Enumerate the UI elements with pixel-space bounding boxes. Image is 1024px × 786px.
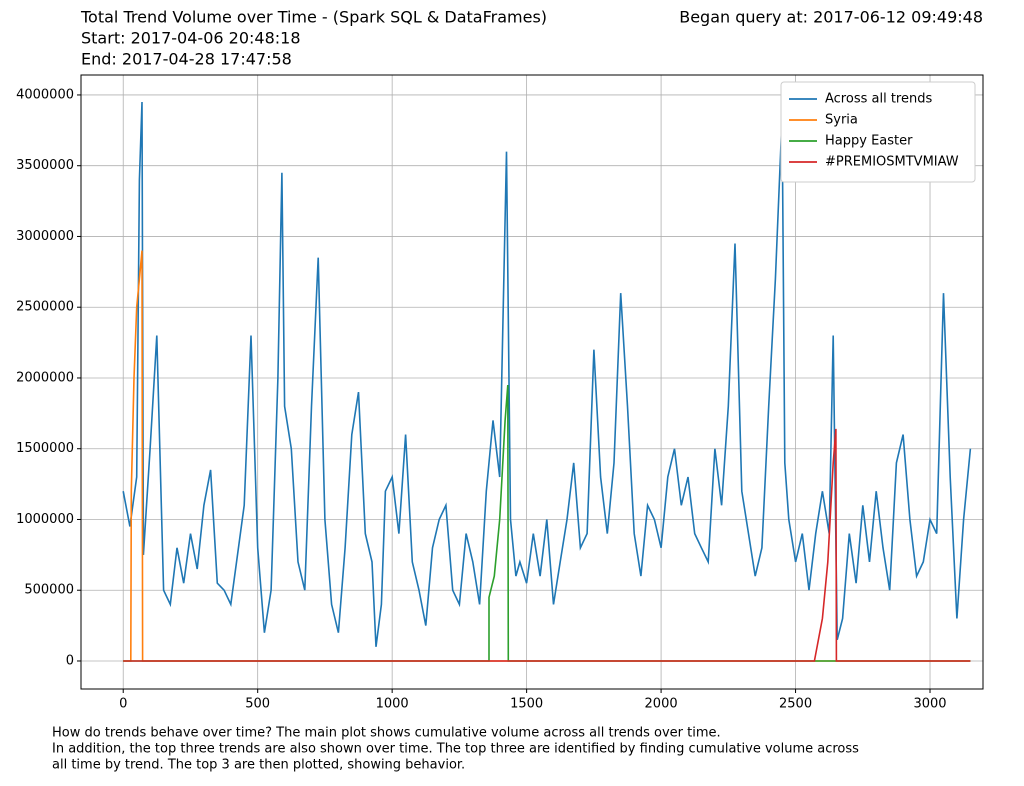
legend-label: Syria	[825, 113, 858, 128]
legend-label: Across all trends	[825, 92, 932, 107]
x-tick-label: 1500	[510, 697, 543, 712]
annotation: Start: 2017-04-06 20:48:18	[81, 29, 301, 48]
y-tick-label: 3000000	[16, 229, 74, 244]
x-tick-label: 3000	[913, 697, 946, 712]
series-line	[123, 250, 971, 662]
series-line	[123, 384, 971, 662]
x-tick-label: 500	[245, 697, 270, 712]
chart-subtitle: Began query at: 2017-06-12 09:49:48	[679, 8, 983, 27]
series-line	[122, 101, 972, 647]
plot-frame	[80, 74, 984, 690]
y-tick-label: 2000000	[16, 370, 74, 385]
caption: In addition, the top three trends are al…	[52, 742, 859, 757]
x-tick-label: 2000	[645, 697, 678, 712]
chart-title: Total Trend Volume over Time - (Spark SQ…	[80, 8, 547, 27]
y-tick-label: 2500000	[16, 300, 74, 315]
y-tick-label: 4000000	[16, 87, 74, 102]
series-line	[123, 428, 971, 662]
legend-label: Happy Easter	[825, 134, 913, 149]
x-tick-label: 2500	[779, 697, 812, 712]
caption: all time by trend. The top 3 are then pl…	[52, 758, 465, 773]
y-tick-label: 3500000	[16, 158, 74, 173]
y-tick-label: 500000	[24, 583, 74, 598]
y-tick-label: 1500000	[16, 441, 74, 456]
legend-label: #PREMIOSMTVMIAW	[825, 155, 959, 170]
annotation: End: 2017-04-28 17:47:58	[81, 50, 292, 69]
caption: How do trends behave over time? The main…	[52, 726, 721, 741]
y-tick-label: 1000000	[16, 512, 74, 527]
legend-box	[780, 81, 976, 183]
x-tick-label: 0	[119, 697, 127, 712]
y-tick-label: 0	[66, 653, 74, 668]
x-tick-label: 1000	[376, 697, 409, 712]
